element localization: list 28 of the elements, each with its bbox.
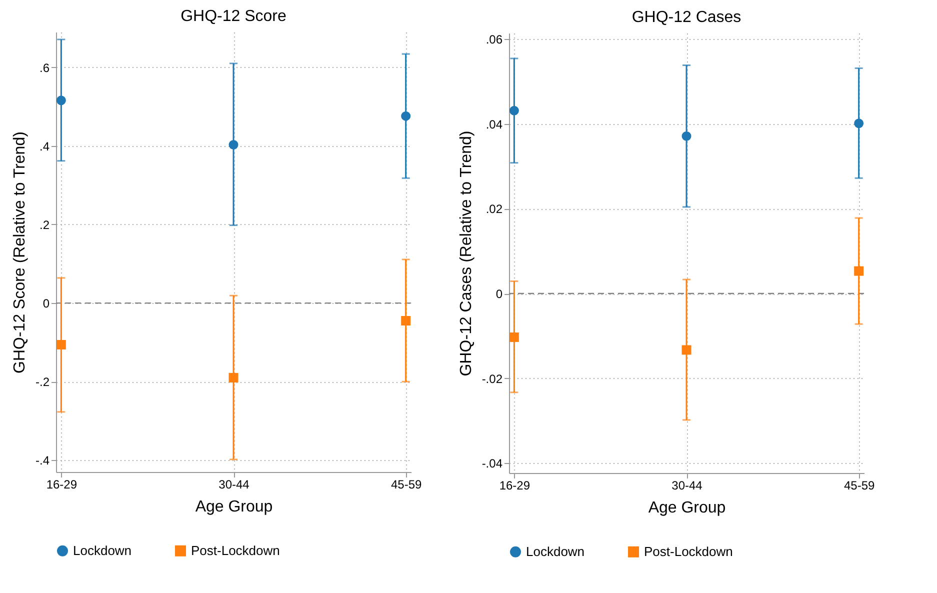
- legend-label: Lockdown: [73, 542, 132, 558]
- x-tick-label: 45-59: [844, 478, 875, 492]
- x-tick-label: 30-44: [672, 478, 703, 492]
- y-axis-title: GHQ-12 Cases (Relative to Trend): [458, 130, 475, 376]
- x-tick-label: 16-29: [499, 478, 530, 492]
- x-axis-title: Age Group: [195, 498, 273, 516]
- x-tick-label: 30-44: [218, 478, 250, 492]
- y-tick-label: .04: [486, 117, 503, 132]
- y-tick-label: -.02: [482, 372, 503, 386]
- y-tick-label: .4: [39, 139, 50, 154]
- y-tick-label: 0: [42, 296, 50, 311]
- legend-label: Lockdown: [526, 544, 585, 559]
- y-tick-label: -.4: [35, 454, 50, 468]
- y-tick-label: .06: [486, 32, 503, 46]
- chart-title: GHQ-12 Cases: [632, 8, 742, 26]
- x-tick-label: 16-29: [46, 478, 78, 492]
- y-tick-label: -.2: [35, 375, 50, 390]
- y-axis-title: GHQ-12 Score (Relative to Trend): [11, 132, 28, 374]
- y-tick-label: .02: [486, 202, 503, 216]
- y-tick-label: -.04: [482, 456, 503, 471]
- chart-title: GHQ-12 Score: [180, 8, 287, 25]
- x-tick-label: 45-59: [390, 478, 422, 492]
- legend-label: Post-Lockdown: [191, 542, 280, 558]
- y-tick-label: .6: [39, 60, 50, 75]
- legend-label: Post-Lockdown: [644, 544, 733, 559]
- x-axis-title: Age Group: [648, 500, 726, 516]
- y-tick-label: 0: [496, 287, 503, 302]
- y-tick-label: .2: [39, 218, 50, 232]
